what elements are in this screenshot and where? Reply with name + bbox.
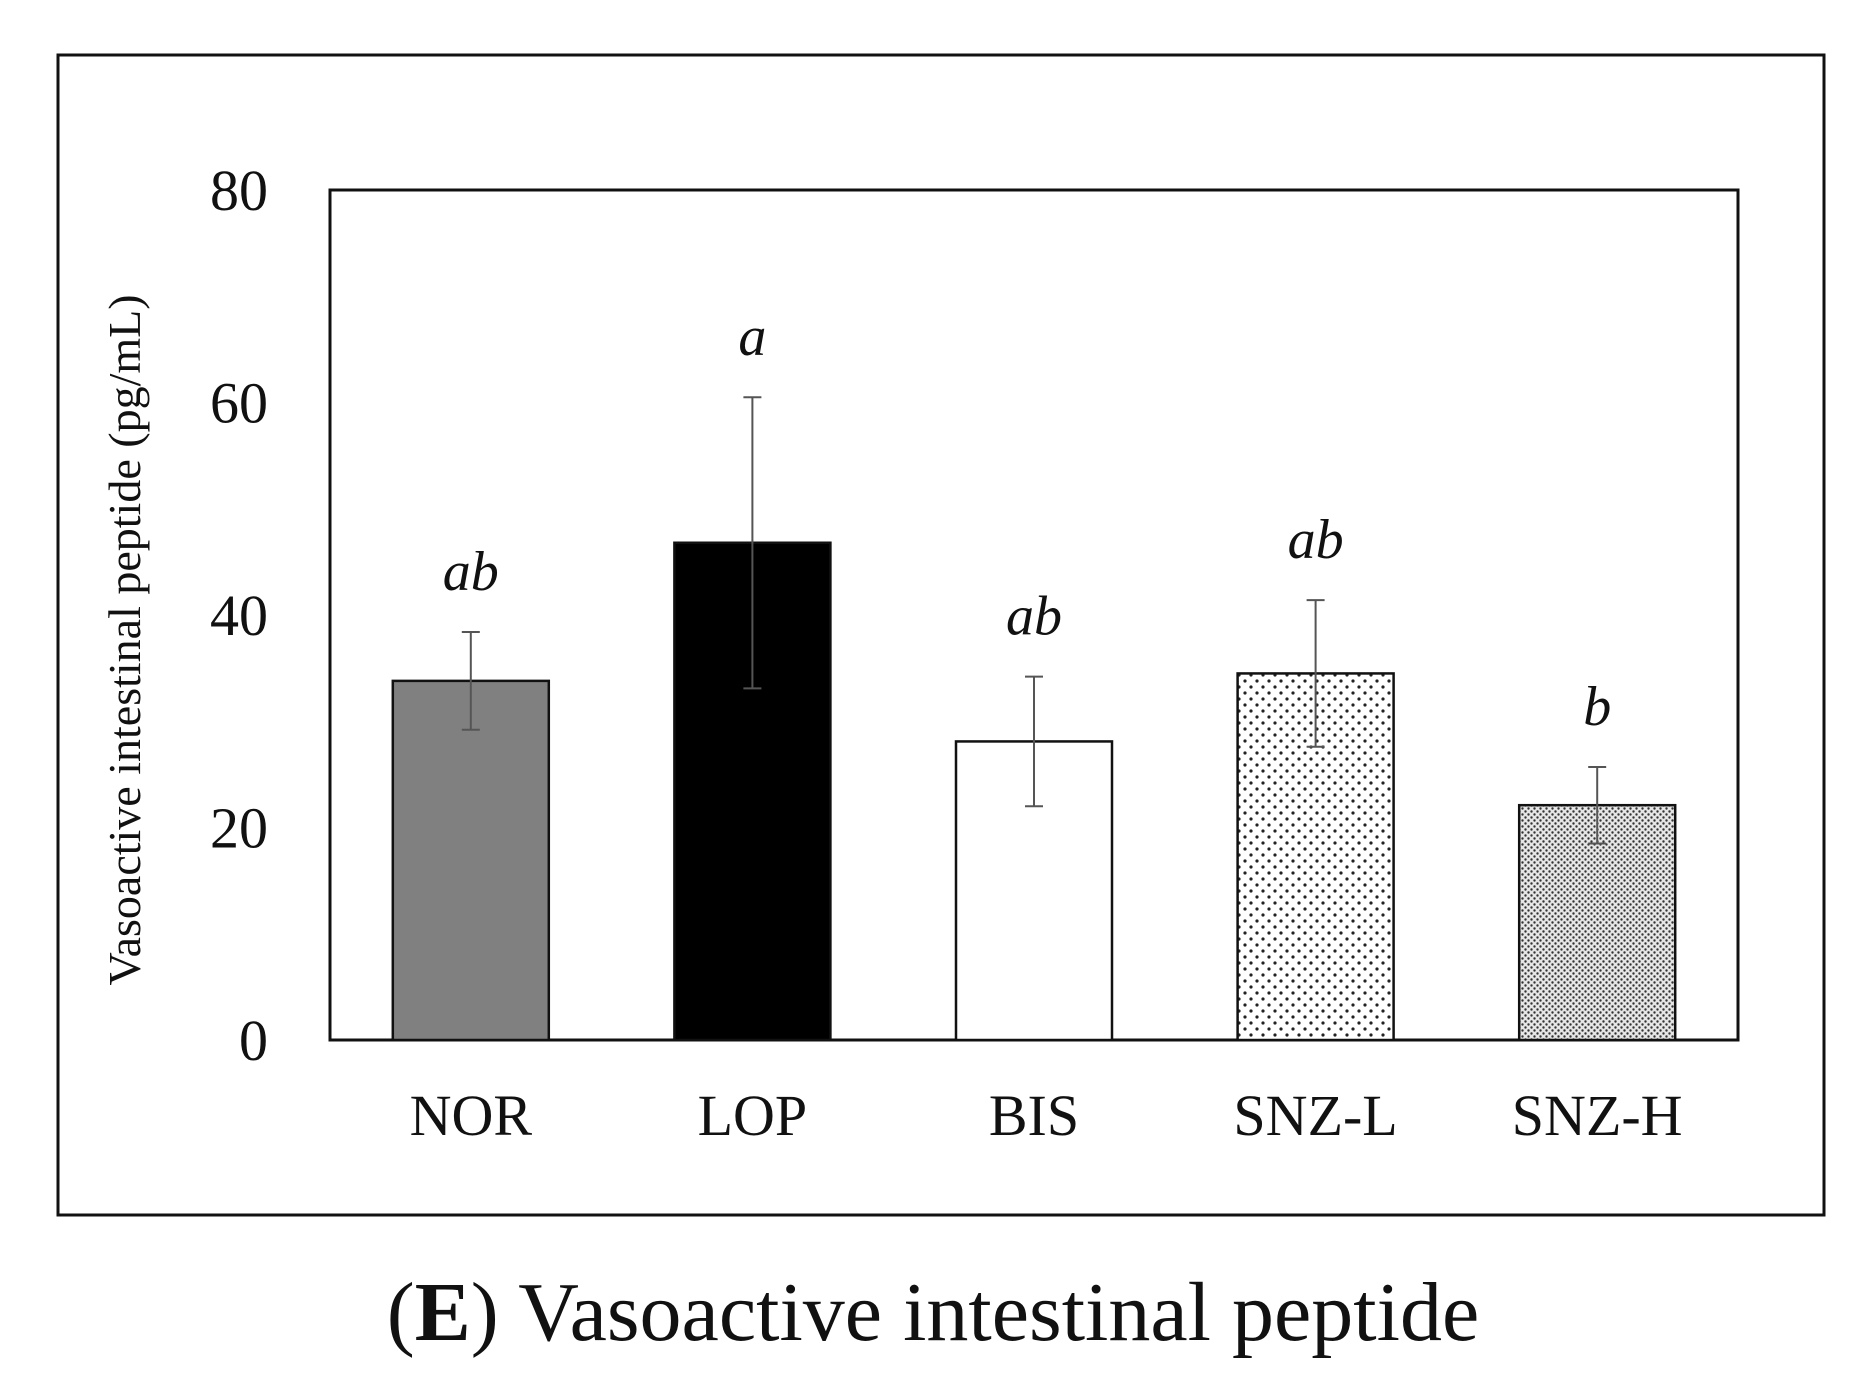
error-bars-layer (461, 396, 1607, 845)
y-tick-label: 40 (210, 583, 268, 648)
error-bar-snz-h (1588, 765, 1607, 845)
significance-labels-layer: ab a ab ab b (443, 306, 1611, 738)
y-tick-label: 60 (210, 371, 268, 436)
y-tick-label: 80 (210, 158, 268, 223)
x-tick-label-snz-l: SNZ-L (1233, 1083, 1397, 1148)
y-axis-label: Vasoactive intestinal peptide (pg/mL) (99, 294, 150, 985)
error-bar-nor (461, 631, 480, 731)
caption-text: Vasoactive intestinal peptide (499, 1266, 1480, 1359)
x-tick-label-snz-h: SNZ-H (1512, 1083, 1683, 1148)
caption-letter: E (415, 1266, 471, 1359)
error-bar-snz-l (1306, 599, 1325, 748)
caption-close-paren: ) (471, 1266, 499, 1359)
significance-label-snz-h: b (1583, 676, 1611, 738)
error-bar-bis (1025, 675, 1043, 808)
x-tick-label-bis: BIS (989, 1083, 1079, 1148)
bar-nor (391, 679, 551, 1042)
significance-label-snz-l: ab (1288, 509, 1344, 571)
significance-label-lop: a (738, 306, 766, 368)
x-axis-labels: NOR LOP BIS SNZ-L SNZ-H (410, 1083, 1683, 1148)
y-axis-ticks: 0 20 40 60 80 (210, 158, 268, 1073)
significance-label-bis: ab (1006, 586, 1062, 648)
figure-caption: (E) Vasoactive intestinal peptide (387, 1266, 1480, 1359)
y-tick-label: 20 (210, 796, 268, 861)
error-bar-lop (743, 396, 762, 690)
caption-open-paren: ( (387, 1266, 415, 1359)
y-tick-label: 0 (239, 1008, 268, 1073)
x-tick-label-lop: LOP (698, 1083, 808, 1148)
x-tick-label-nor: NOR (410, 1083, 533, 1148)
significance-label-nor: ab (443, 541, 499, 603)
outer-frame (56, 53, 1826, 1217)
